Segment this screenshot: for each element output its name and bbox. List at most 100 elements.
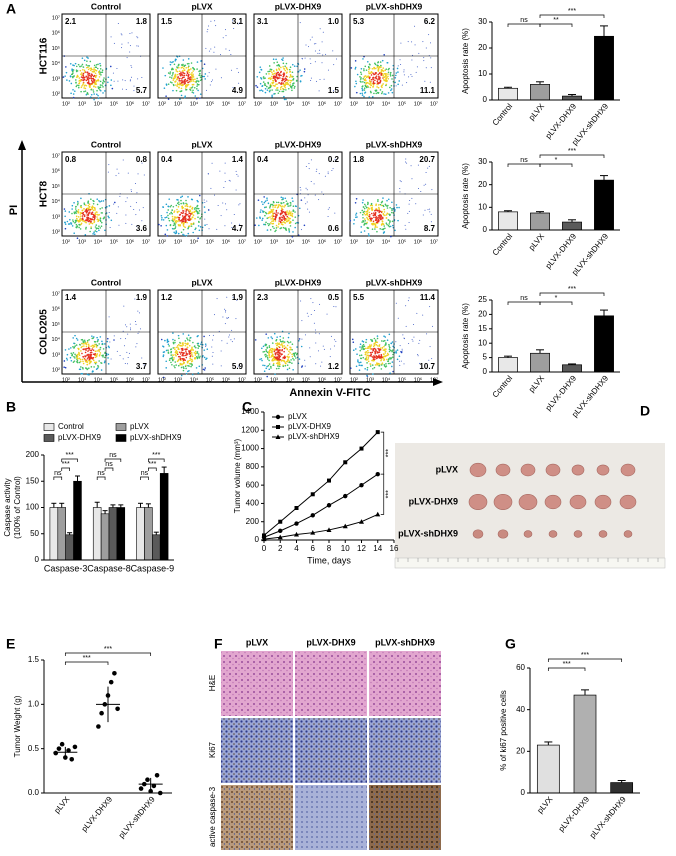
point [57, 746, 62, 751]
flow-dot [280, 75, 282, 77]
flow-x-tick: 10⁷ [142, 100, 150, 107]
flow-dot [412, 55, 413, 56]
marker [311, 492, 315, 496]
flow-dot [382, 221, 384, 223]
y-tick-label: 100 [26, 503, 40, 512]
flow-x-tick: 10² [62, 377, 70, 383]
flow-dot [179, 91, 181, 93]
flow-dot [411, 198, 412, 199]
flow-x-tick: 10⁶ [222, 238, 230, 245]
tumor [572, 465, 584, 475]
flow-dot [190, 210, 192, 212]
flow-dot [292, 343, 294, 345]
flow-dot [172, 339, 174, 341]
flow-dot [272, 80, 274, 82]
flow-dot [125, 223, 126, 224]
flow-dot [279, 228, 281, 230]
quadrant-value: 3.1 [257, 17, 269, 26]
flow-dot [178, 64, 180, 66]
flow-dot [288, 362, 290, 364]
flow-dot [93, 93, 95, 95]
flow-dot [391, 85, 393, 87]
flow-dot [362, 78, 364, 80]
flow-dot [283, 63, 285, 65]
flow-dot [102, 354, 104, 356]
flow-dot [431, 67, 432, 68]
flow-dot [125, 215, 126, 216]
flow-dot [88, 345, 90, 347]
flow-dot [281, 86, 283, 88]
flow-dot [378, 363, 380, 365]
flow-dot [290, 202, 292, 204]
significance-bracket [54, 477, 62, 480]
flow-dot [268, 203, 270, 205]
flow-y-title: PI [8, 205, 20, 215]
flow-dot [395, 341, 396, 342]
flow-dot [270, 366, 272, 368]
flow-dot [280, 88, 282, 90]
flow-dot [223, 37, 224, 38]
flow-dot [331, 170, 332, 171]
flow-dot [277, 226, 279, 228]
flow-dot [369, 80, 371, 82]
flow-dot [186, 348, 188, 350]
flow-dot [360, 343, 362, 345]
flow-dot [334, 346, 335, 347]
flow-dot [396, 204, 398, 206]
flow-dot [225, 181, 226, 182]
flow-dot [174, 354, 176, 356]
flow-dot [276, 211, 278, 213]
flow-dot [81, 373, 83, 375]
x-tick-label: 12 [357, 544, 366, 553]
flow-dot [174, 224, 176, 226]
flow-dot [404, 69, 405, 70]
flow-dot [287, 205, 289, 207]
flow-dot [212, 364, 213, 365]
flow-dot [385, 363, 387, 365]
flow-x-tick: 10⁶ [222, 100, 230, 107]
flow-dot [83, 343, 85, 345]
flow-dot [184, 79, 186, 81]
flow-dot [182, 208, 184, 210]
flow-dot [168, 72, 170, 74]
flow-dot [387, 360, 389, 362]
flow-dot [93, 91, 95, 93]
flow-dot [374, 338, 376, 340]
flow-dot [94, 212, 96, 214]
flow-dot [291, 197, 293, 199]
flow-dot [370, 83, 372, 85]
flow-dot [208, 26, 209, 27]
flow-dot [224, 309, 225, 310]
flow-dot [203, 349, 205, 351]
x-tick-label: 6 [311, 544, 316, 553]
y-axis-title: Apoptosis rate (%) [461, 303, 470, 369]
flow-dot [83, 349, 85, 351]
flow-dot [324, 79, 325, 80]
flow-dot [366, 339, 368, 341]
flow-dot [401, 181, 402, 182]
flow-dot [373, 216, 375, 218]
flow-dot [322, 41, 323, 42]
flow-dot [266, 355, 268, 357]
flow-dot [96, 64, 98, 66]
y-tick-label: 1000 [241, 444, 259, 453]
arrow-head [18, 140, 26, 150]
flow-dot [388, 72, 390, 74]
flow-dot [96, 216, 98, 218]
flow-dot [136, 36, 137, 37]
flow-dot [187, 85, 189, 87]
flow-dot [97, 204, 99, 206]
flow-dot [286, 200, 288, 202]
flow-dot [283, 96, 285, 98]
flow-dot [194, 211, 196, 213]
flow-dot [367, 346, 369, 348]
flow-dot [363, 70, 365, 72]
flow-dot [278, 202, 280, 204]
flow-dot [288, 220, 290, 222]
flow-dot [168, 218, 170, 220]
flow-dot [332, 50, 333, 51]
flow-dot [353, 219, 355, 221]
flow-x-tick: 10² [254, 377, 262, 383]
flow-dot [206, 348, 208, 350]
flow-dot [289, 76, 291, 78]
